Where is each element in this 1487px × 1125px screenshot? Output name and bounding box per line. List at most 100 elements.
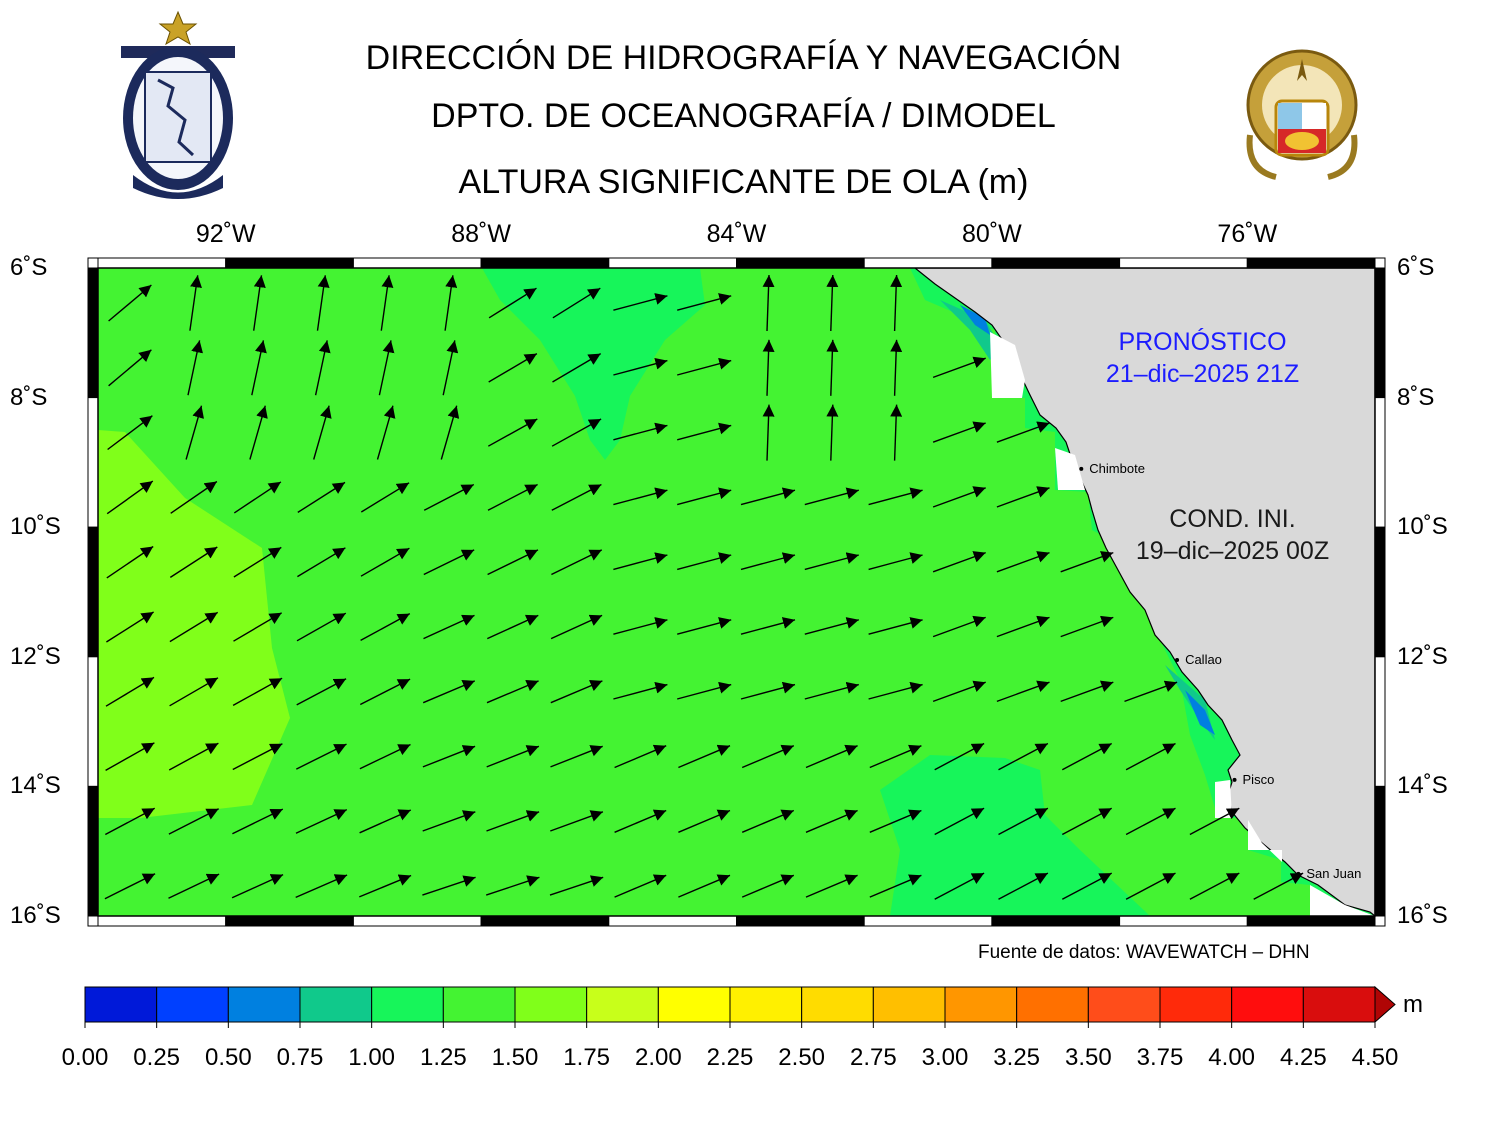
map-frame: [87, 257, 1386, 927]
direction-arrow: [550, 810, 604, 832]
title-line-3: ALTURA SIGNIFICANTE DE OLA (m): [458, 163, 1029, 201]
direction-arrow: [1189, 807, 1240, 836]
colorbar-cell: [1302, 986, 1376, 1023]
direction-arrow: [1125, 742, 1176, 771]
direction-arrow: [104, 807, 156, 836]
direction-arrow: [552, 287, 601, 319]
colorbar-tick-label: 4.00: [1208, 1044, 1256, 1071]
colorbar-cell: [227, 986, 301, 1023]
direction-arrow: [614, 744, 667, 769]
direction-arrow: [1125, 872, 1176, 900]
colorbar-cell: [1016, 986, 1089, 1023]
direction-arrow: [106, 480, 154, 515]
direction-arrow: [251, 340, 267, 396]
direction-arrow: [486, 680, 539, 704]
direction-arrow: [297, 547, 346, 578]
lat-tick-label-left: 16˚S: [10, 902, 61, 929]
colorbar-cell: [299, 986, 373, 1023]
direction-arrow: [108, 349, 152, 387]
colorbar-cell: [801, 986, 874, 1023]
direction-arrow: [996, 680, 1050, 703]
direction-arrow: [677, 357, 732, 376]
lat-tick-label-left: 8˚S: [10, 383, 48, 411]
colorbar-tick-label: 3.75: [1136, 1044, 1184, 1071]
direction-arrow: [169, 677, 219, 707]
colorbar-tick-label: 0.50: [204, 1044, 252, 1071]
direction-arrow: [485, 875, 540, 896]
colorbar-cell: [84, 986, 158, 1023]
direction-arrow: [233, 612, 283, 642]
direction-arrow: [487, 549, 539, 576]
direction-arrow: [359, 743, 411, 770]
direction-arrow: [934, 742, 985, 771]
masked-cell: [1055, 448, 1085, 490]
direction-arrow: [996, 421, 1050, 443]
direction-arrow: [1061, 742, 1113, 771]
direction-arrow: [423, 614, 475, 640]
init-annotation: COND. INI. 19–dic–2025 00Z: [1130, 503, 1335, 567]
city-label: Chimbote: [1089, 460, 1145, 476]
direction-arrow: [998, 872, 1049, 900]
colorbar-cell: [944, 986, 1018, 1023]
direction-arrow: [106, 545, 154, 579]
lat-tick-label-left: 14˚S: [10, 772, 61, 800]
direction-arrow: [296, 678, 347, 706]
direction-arrow: [360, 482, 410, 513]
direction-arrow: [826, 404, 839, 461]
direction-arrow: [932, 615, 986, 638]
colorbar-tick-label: 4.25: [1279, 1044, 1327, 1071]
direction-arrow: [551, 549, 603, 576]
direction-arrow: [549, 875, 604, 896]
direction-arrow: [1253, 872, 1304, 900]
city-label: Callao: [1185, 652, 1222, 668]
lon-tick-label: 92˚W: [195, 220, 256, 248]
data-source-note: Fuente de datos: WAVEWATCH – DHN: [978, 942, 1310, 963]
direction-arrow: [613, 487, 668, 506]
direction-arrow: [614, 874, 667, 898]
colorbar-tick-label: 1.75: [563, 1044, 611, 1071]
direction-arrow: [380, 275, 394, 331]
direction-arrow: [677, 552, 732, 571]
map-border: [97, 267, 1376, 917]
lat-tick-label-right: 8˚S: [1397, 383, 1435, 411]
frame-corner: [87, 257, 99, 269]
direction-arrow: [108, 284, 152, 322]
city-marker: [1079, 466, 1084, 471]
direction-arrow: [932, 680, 986, 703]
direction-arrow: [378, 340, 395, 396]
colorbar-tick-label: 3.50: [1064, 1044, 1112, 1071]
colorbar-unit: m: [1403, 991, 1423, 1018]
colorbar-cell: [586, 986, 659, 1023]
colorbar-cell: [156, 986, 229, 1023]
init-label: COND. INI.: [1169, 505, 1296, 533]
direction-arrow: [1060, 551, 1114, 573]
colorbar-tick-label: 1.00: [348, 1044, 396, 1071]
direction-arrow: [313, 405, 332, 460]
frame-corner: [87, 915, 99, 927]
direction-arrow: [677, 487, 732, 506]
forecast-annotation: PRONÓSTICO 21–dic–2025 21Z: [1070, 326, 1335, 390]
direction-arrow: [826, 274, 839, 332]
direction-arrow: [486, 810, 540, 832]
lat-tick-label-right: 14˚S: [1397, 772, 1448, 800]
masked-cell: [1248, 820, 1282, 862]
colorbar-cell: [442, 986, 516, 1023]
dhn-seal-logo: [121, 10, 235, 199]
direction-arrow: [423, 483, 475, 511]
direction-arrow: [168, 873, 220, 899]
direction-arrow: [168, 808, 220, 835]
colorbar-tick-label: 2.75: [849, 1044, 897, 1071]
masked-cell: [1310, 885, 1375, 916]
colorbar-tick-label: 2.25: [706, 1044, 754, 1071]
direction-arrow: [678, 809, 731, 833]
direction-arrow: [104, 873, 156, 900]
direction-arrow: [932, 421, 986, 443]
marina-crest-logo: [1246, 49, 1358, 180]
colorbar-tick-label: 2.00: [634, 1044, 682, 1071]
direction-arrow: [360, 547, 410, 577]
direction-arrow: [359, 678, 411, 706]
colorbar-tick-label: 1.25: [419, 1044, 467, 1071]
direction-arrow: [932, 551, 986, 573]
direction-arrow: [551, 418, 602, 447]
direction-arrow: [1125, 807, 1176, 836]
